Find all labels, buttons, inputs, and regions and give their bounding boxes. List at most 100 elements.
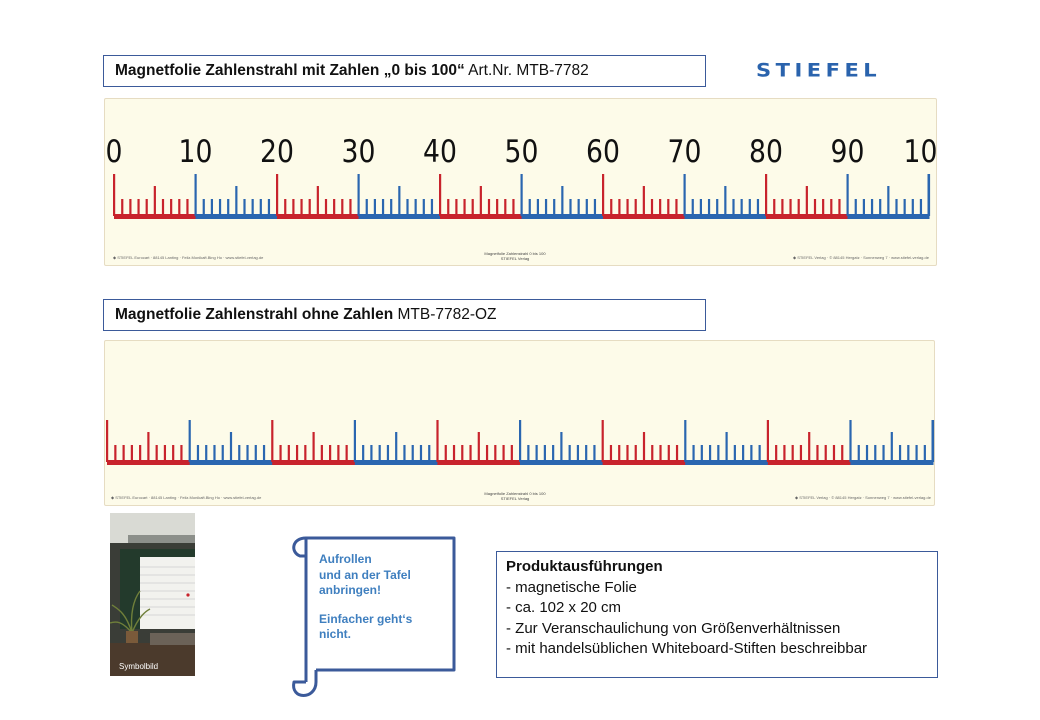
number-line-tick <box>879 199 882 216</box>
number-line-graphic: 0 10 20 30 40 50 60 70 80 90 100 <box>106 133 938 219</box>
number-line-tick <box>188 420 191 462</box>
number-line-tick <box>740 199 743 216</box>
number-line-tick <box>895 199 898 216</box>
number-line-tick <box>114 445 117 462</box>
number-line-tick <box>838 199 841 216</box>
number-line-tick <box>528 199 531 216</box>
number-line-label: 30 <box>342 133 376 169</box>
number-line-tick <box>561 186 564 216</box>
number-line-tick <box>180 445 183 462</box>
number-line-tick <box>520 174 523 216</box>
number-line-with-numbers: 0 10 20 30 40 50 60 70 80 90 100 ◆ STIEFEL Eurocar… <box>104 98 938 266</box>
number-line-tick <box>626 199 629 216</box>
number-line-tick <box>186 199 189 216</box>
number-line-label: 0 <box>106 133 123 169</box>
number-line-graphic <box>106 420 935 465</box>
strip-footer-right: ◆ STIEFEL Verlag · © 88145 Hergatz · Son… <box>793 255 929 260</box>
number-line-segment <box>437 460 521 465</box>
number-line-tick <box>235 186 238 216</box>
strip-footer-left: ◆ STIEFEL Eurocart · 88145 Lanting · Fei… <box>111 495 262 500</box>
number-line-tick <box>170 199 173 216</box>
stiefel-logo: STIEFEL <box>756 60 882 82</box>
number-line-segment <box>107 460 191 465</box>
number-line-tick <box>502 445 505 462</box>
number-line-tick <box>849 420 852 462</box>
number-line-tick <box>259 199 262 216</box>
number-line-tick <box>725 432 728 462</box>
number-line-tick <box>789 199 792 216</box>
number-line-tick <box>552 445 555 462</box>
number-line-tick <box>544 199 548 216</box>
number-line-tick <box>732 199 735 216</box>
number-line-tick <box>471 199 474 216</box>
number-line-segment <box>850 460 934 465</box>
number-line-tick <box>276 174 279 216</box>
number-line-tick <box>708 445 712 462</box>
number-line-tick <box>724 186 727 216</box>
number-line-tick <box>618 445 621 462</box>
number-line-tick <box>691 199 694 216</box>
number-line-tick <box>758 445 761 462</box>
number-line-tick <box>651 445 654 462</box>
number-line-tick <box>485 445 489 462</box>
strip-footer-center-sub: STIEFEL Verlag <box>500 256 530 261</box>
note-text: Aufrollen und an der Tafel anbringen! Ei… <box>319 552 454 643</box>
number-line-tick <box>210 199 213 216</box>
roll-up-note: Aufrollen und an der Tafel anbringen! Ei… <box>286 532 458 702</box>
strip-footer-center: Magnetfolie Zahlenstrahl 0 bis 100 <box>484 491 546 496</box>
number-line-tick <box>882 445 885 462</box>
number-line-tick <box>733 445 736 462</box>
number-line-tick <box>609 445 613 462</box>
number-line-tick <box>295 445 299 462</box>
number-line-tick <box>373 199 376 216</box>
number-line-tick <box>822 199 825 216</box>
number-line-tick <box>857 445 860 462</box>
number-line-tick <box>781 199 784 216</box>
number-line-tick <box>444 445 447 462</box>
classroom-illustration <box>110 513 195 676</box>
number-line-tick <box>494 445 497 462</box>
number-line-label: 20 <box>260 133 294 169</box>
number-line-tick <box>716 199 719 216</box>
number-line-tick <box>634 445 637 462</box>
number-line-tick <box>577 199 580 216</box>
number-line-tick <box>496 199 499 216</box>
number-line-tick <box>227 199 230 216</box>
number-line-label: 80 <box>749 133 783 169</box>
number-line-tick <box>221 445 224 462</box>
number-line-segment <box>847 214 930 219</box>
number-line-tick <box>428 445 431 462</box>
number-line-tick <box>341 199 344 216</box>
number-line-tick <box>569 199 572 216</box>
number-line-tick <box>320 445 323 462</box>
number-line-label: 70 <box>668 133 702 169</box>
strip-footer-right: ◆ STIEFEL Verlag · © 88145 Hergatz · Son… <box>795 495 931 500</box>
list-item: - ca. 102 x 20 cm <box>506 599 622 616</box>
number-line-tick <box>923 445 926 462</box>
number-line-tick <box>527 445 530 462</box>
number-line-tick <box>130 445 133 462</box>
number-line-tick <box>510 445 513 462</box>
number-line-label: 60 <box>586 133 620 169</box>
number-line-tick <box>618 199 621 216</box>
number-line-segment <box>685 460 769 465</box>
number-line-tick <box>775 445 778 462</box>
number-line-tick <box>155 445 158 462</box>
number-line-tick <box>519 420 522 462</box>
product-title-with-numbers: Magnetfolie Zahlenstrahl mit Zahlen „0 b… <box>103 55 706 87</box>
number-line-tick <box>153 186 156 216</box>
number-line-tick <box>799 445 803 462</box>
number-line-tick <box>742 445 745 462</box>
number-line-tick <box>602 174 605 216</box>
number-line-segment <box>114 214 196 219</box>
number-line-tick <box>202 199 205 216</box>
photo-caption: Symbolbild <box>119 662 159 671</box>
number-line-tick <box>229 432 233 462</box>
number-line-segment <box>602 460 686 465</box>
note-line: und an der Tafel <box>319 567 411 582</box>
number-line-segment <box>767 460 851 465</box>
number-line-tick <box>536 199 539 216</box>
number-line-tick <box>422 199 425 216</box>
number-line-tick <box>395 432 398 462</box>
number-line-tick <box>163 445 167 462</box>
